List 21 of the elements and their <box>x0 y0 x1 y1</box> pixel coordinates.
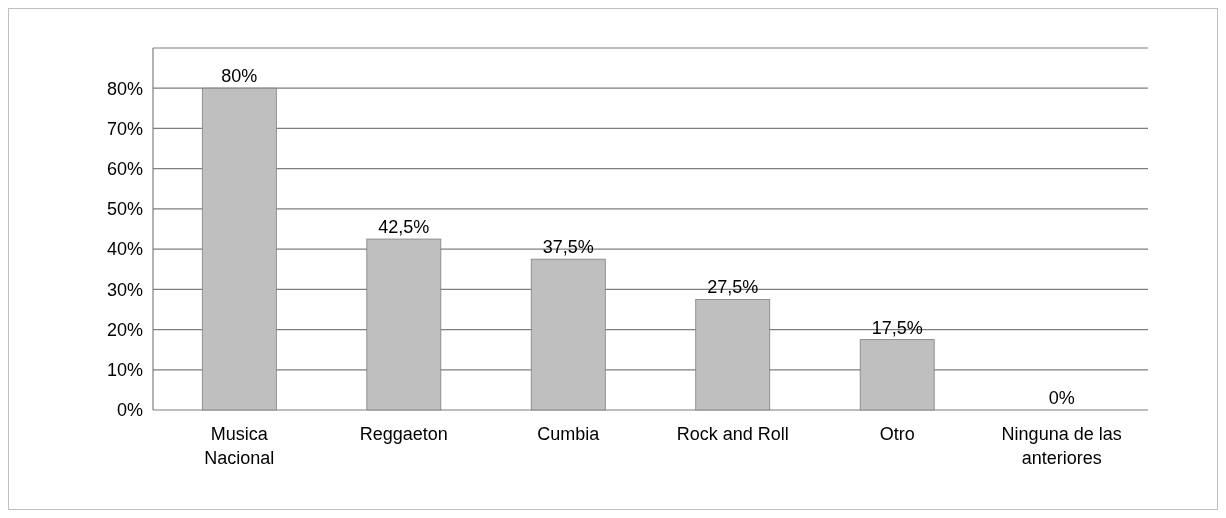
x-tick-label: Rock and Roll <box>676 424 789 444</box>
y-tick-label: 0% <box>116 400 143 421</box>
y-tick-label: 70% <box>106 118 143 139</box>
y-tick-label: 50% <box>106 199 143 220</box>
data-label: 27,5% <box>707 277 759 298</box>
x-tick-label: Cumbia <box>537 424 601 444</box>
x-tick-label: Otro <box>879 424 915 444</box>
data-label: 17,5% <box>871 317 923 338</box>
y-tick-label: 30% <box>106 279 143 300</box>
x-tick-label: Reggaeton <box>359 424 448 444</box>
y-tick-label: 10% <box>106 360 143 381</box>
y-tick-label: 60% <box>106 158 143 179</box>
y-tick-label: 20% <box>106 319 143 340</box>
data-label: 0% <box>1048 388 1075 408</box>
data-label: 42,5% <box>378 217 430 238</box>
y-tick-label: 80% <box>106 78 143 99</box>
data-label: 37,5% <box>542 237 594 258</box>
y-tick-label: 40% <box>106 239 143 260</box>
x-tick-label: Ninguna de las anteriores <box>1001 424 1122 468</box>
x-tick-label: Musica Nacional <box>204 424 275 468</box>
data-label: 80% <box>221 66 258 87</box>
